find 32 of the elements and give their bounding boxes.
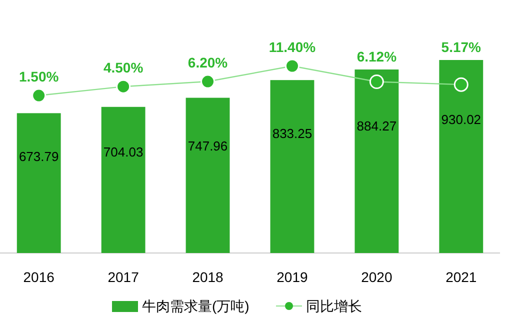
data-label: 6.12%	[356, 48, 398, 64]
data-label: 884.27	[356, 118, 397, 134]
x-tick-label: 2021	[446, 269, 477, 285]
data-label: 704.03	[103, 144, 144, 160]
data-label: 11.40%	[268, 39, 316, 55]
data-label: 4.50%	[103, 60, 144, 76]
bar	[439, 60, 484, 253]
x-tick-label: 2018	[192, 269, 224, 285]
data-label: 1.50%	[19, 68, 60, 85]
point	[116, 79, 131, 94]
bar	[186, 98, 230, 253]
data-label: 673.79	[18, 149, 59, 164]
point	[369, 74, 384, 89]
bar	[101, 106, 146, 253]
data-label: 6.20%	[188, 54, 228, 71]
x-tick-label: 2019	[276, 269, 308, 285]
bar	[16, 113, 61, 253]
x-tick-label: 2016	[23, 269, 55, 285]
point	[454, 77, 468, 92]
data-label: 747.96	[188, 138, 228, 154]
legend-label: 牛肉需求量(万吨)	[142, 298, 250, 314]
data-label: 833.25	[272, 126, 312, 141]
data-label: 5.17%	[441, 39, 482, 55]
data-label: 930.02	[441, 112, 482, 127]
x-tick-label: 2017	[108, 269, 140, 285]
point	[200, 74, 216, 89]
legend-label: 同比增长	[306, 298, 362, 314]
point	[32, 88, 46, 103]
bar	[354, 69, 399, 253]
x-tick-label: 2020	[361, 269, 392, 285]
point	[284, 58, 300, 74]
bar	[270, 80, 314, 253]
